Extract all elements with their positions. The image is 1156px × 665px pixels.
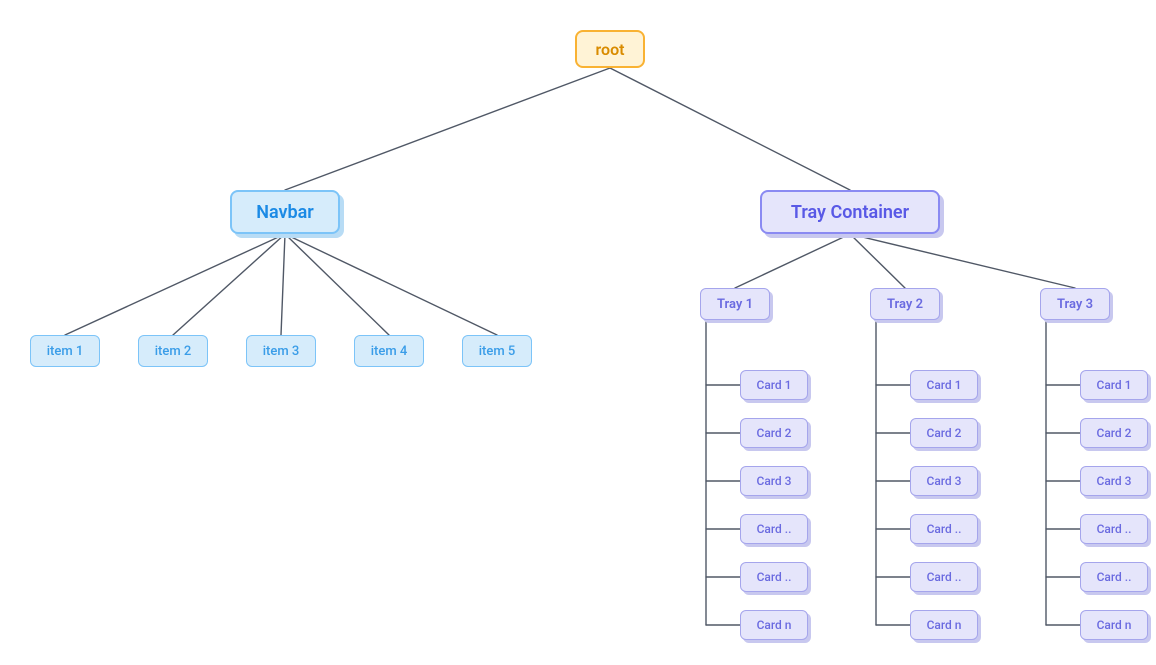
tray-1-card-5: Card .. <box>740 562 808 592</box>
navbar-node: Navbar <box>230 190 340 234</box>
navbar-item-3: item 3 <box>246 335 316 367</box>
tray-1-card-6: Card n <box>740 610 808 640</box>
tray-header-2: Tray 2 <box>870 288 940 320</box>
edge-layer <box>0 0 1156 665</box>
tray-3-card-4: Card .. <box>1080 514 1148 544</box>
tray-container-node: Tray Container <box>760 190 940 234</box>
navbar-item-2: item 2 <box>138 335 208 367</box>
tray-header-3: Tray 3 <box>1040 288 1110 320</box>
tray-2-card-1: Card 1 <box>910 370 978 400</box>
navbar-item-4: item 4 <box>354 335 424 367</box>
tray-3-card-3: Card 3 <box>1080 466 1148 496</box>
tray-3-card-1: Card 1 <box>1080 370 1148 400</box>
diagram-stage: root Navbar item 1 item 2 item 3 item 4 item 5… <box>0 0 1156 665</box>
tray-2-card-2: Card 2 <box>910 418 978 448</box>
tray-2-card-6: Card n <box>910 610 978 640</box>
tray-2-card-4: Card .. <box>910 514 978 544</box>
tray-3-card-5: Card .. <box>1080 562 1148 592</box>
navbar-item-1: item 1 <box>30 335 100 367</box>
tray-1-card-1: Card 1 <box>740 370 808 400</box>
tray-3-card-2: Card 2 <box>1080 418 1148 448</box>
tray-3-card-6: Card n <box>1080 610 1148 640</box>
root-node: root <box>575 30 645 68</box>
tray-1-card-2: Card 2 <box>740 418 808 448</box>
tray-1-card-4: Card .. <box>740 514 808 544</box>
tray-2-card-3: Card 3 <box>910 466 978 496</box>
tray-1-card-3: Card 3 <box>740 466 808 496</box>
navbar-item-5: item 5 <box>462 335 532 367</box>
tray-2-card-5: Card .. <box>910 562 978 592</box>
tray-header-1: Tray 1 <box>700 288 770 320</box>
